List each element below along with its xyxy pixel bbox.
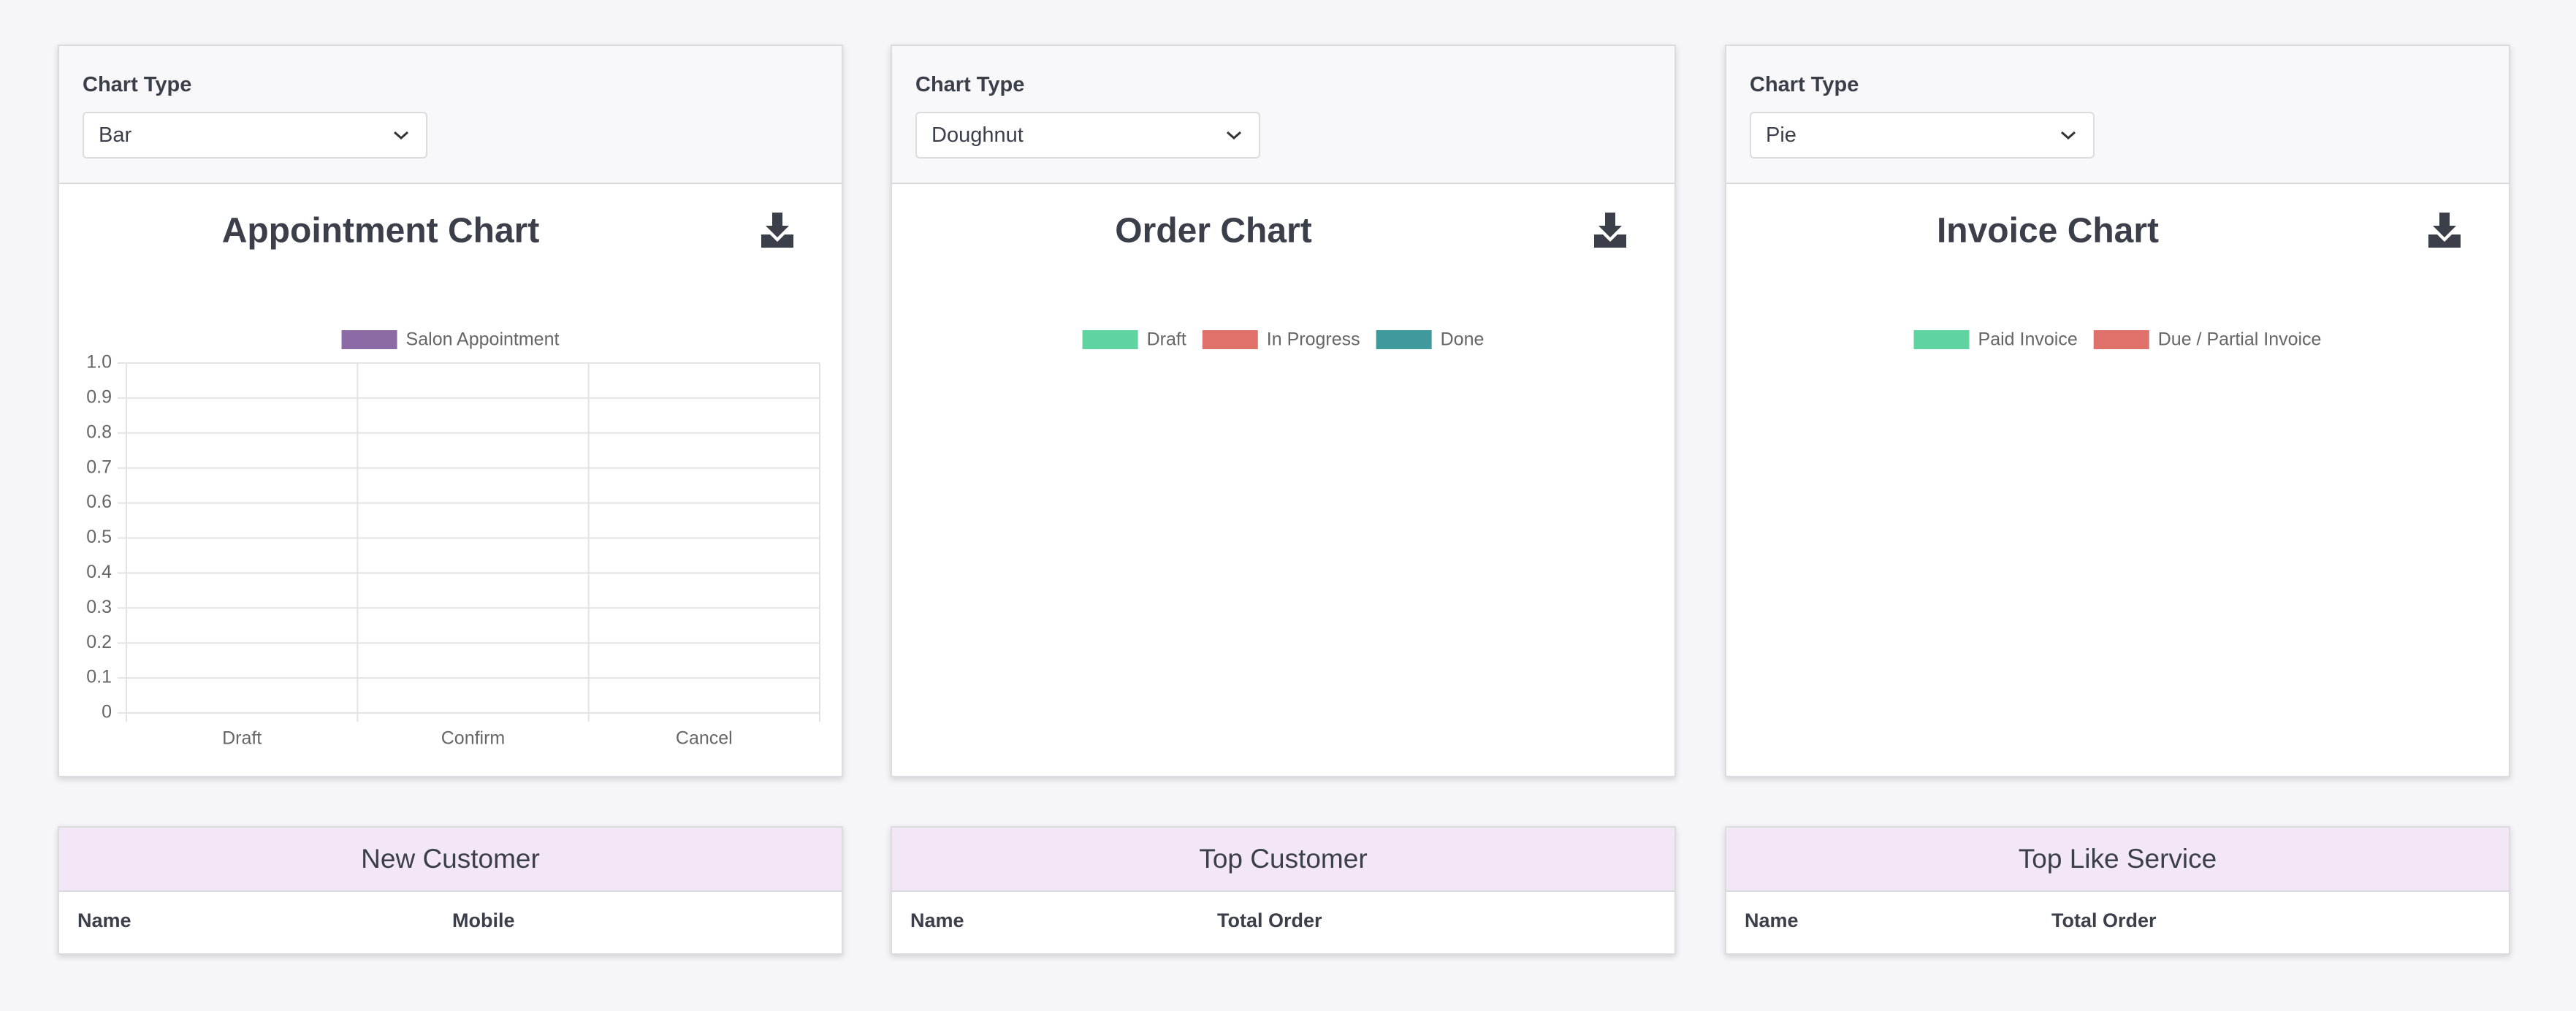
legend-label: Done <box>1441 329 1485 350</box>
download-button[interactable] <box>1594 213 1626 248</box>
column-header: Name <box>77 909 132 931</box>
selected-option: Pie <box>1766 123 1796 147</box>
download-button[interactable] <box>2428 213 2461 248</box>
y-tick-label: 0.2 <box>86 632 112 652</box>
column-header: Name <box>910 909 964 931</box>
column-header: Total Order <box>1217 909 1322 931</box>
legend-label: Due / Partial Invoice <box>2158 329 2322 350</box>
chevron <box>394 131 408 140</box>
download-icon <box>761 213 793 248</box>
chart-title: Invoice Chart <box>1937 212 2159 251</box>
table-title: Top Customer <box>892 828 1674 892</box>
y-tick-label: 0.1 <box>86 667 112 687</box>
chart: Appointment Chart Salon Appointment 0 0.1 0.… <box>86 212 820 749</box>
chart-type-label: Chart Type <box>1750 73 1859 96</box>
chart-title: Order Chart <box>1115 212 1311 251</box>
column-header: Name <box>1745 909 1799 931</box>
y-tick-label: 0.3 <box>86 597 112 617</box>
chevron-path <box>394 131 408 140</box>
chart: Order Chart Draft In Progress Done <box>1082 212 1626 350</box>
chart-type-label: Chart Type <box>83 73 192 96</box>
legend-label: Salon Appointment <box>406 329 560 350</box>
chart-card: Chart Type Bar Appointment Chart Salon Appo… <box>58 45 843 777</box>
chart: Invoice Chart Paid Invoice Due / Partial I… <box>1913 212 2461 350</box>
chart-title: Appointment Chart <box>222 212 540 251</box>
chevron <box>2061 131 2076 140</box>
legend-swatch <box>1082 330 1138 349</box>
y-tick-label: 0.5 <box>86 527 112 547</box>
x-tick-label: Confirm <box>441 728 506 749</box>
table-card: New Customer Name Mobile <box>58 826 843 955</box>
y-tick-label: 0.7 <box>86 457 112 477</box>
y-tick-label: 0.8 <box>86 421 112 442</box>
chevron-path <box>2061 131 2076 140</box>
legend-swatch <box>1376 330 1432 349</box>
y-tick-label: 0 <box>102 702 112 722</box>
column-header: Mobile <box>452 909 515 931</box>
legend: Salon Appointment <box>341 329 560 350</box>
table-title: New Customer <box>59 828 842 892</box>
card-header: Chart Type Doughnut <box>892 46 1674 184</box>
chart-card: Chart Type Doughnut Order Chart Draft In Pro… <box>891 45 1676 777</box>
chevron-path <box>1227 131 1241 140</box>
legend-label: Draft <box>1147 329 1186 350</box>
x-tick-label: Cancel <box>676 728 733 749</box>
card-header: Chart Type Bar <box>59 46 842 184</box>
table-card: Top Like Service Name Total Order <box>1725 826 2510 955</box>
chart-type-select[interactable]: Bar <box>83 112 427 159</box>
column-header: Total Order <box>2051 909 2157 931</box>
selected-option: Bar <box>99 123 132 147</box>
legend-swatch <box>341 330 397 349</box>
download-icon <box>2428 213 2461 248</box>
legend: Draft In Progress Done <box>1082 329 1485 350</box>
chart-card: Chart Type Pie Invoice Chart Paid Invoice Du… <box>1725 45 2510 777</box>
y-tick-label: 1.0 <box>86 352 112 373</box>
legend-swatch <box>2093 330 2149 349</box>
y-tick-label: 0.4 <box>86 562 112 582</box>
chart-type-select[interactable]: Doughnut <box>915 112 1260 159</box>
legend-swatch <box>1913 330 1970 349</box>
legend-label: Paid Invoice <box>1978 329 2078 350</box>
chart-type-label: Chart Type <box>915 73 1025 96</box>
selected-option: Doughnut <box>931 123 1024 147</box>
chevron <box>1227 131 1241 140</box>
x-tick-label: Draft <box>222 728 262 749</box>
y-tick-label: 0.6 <box>86 492 112 512</box>
chart-type-select[interactable]: Pie <box>1750 112 2095 159</box>
legend-label: In Progress <box>1267 329 1360 350</box>
download-icon <box>1594 213 1626 248</box>
table-title: Top Like Service <box>1726 828 2509 892</box>
download-button[interactable] <box>761 213 793 248</box>
legend: Paid Invoice Due / Partial Invoice <box>1913 329 2322 350</box>
card-header: Chart Type Pie <box>1726 46 2509 184</box>
legend-swatch <box>1202 330 1258 349</box>
table-card: Top Customer Name Total Order <box>891 826 1676 955</box>
y-tick-label: 0.9 <box>86 387 112 408</box>
